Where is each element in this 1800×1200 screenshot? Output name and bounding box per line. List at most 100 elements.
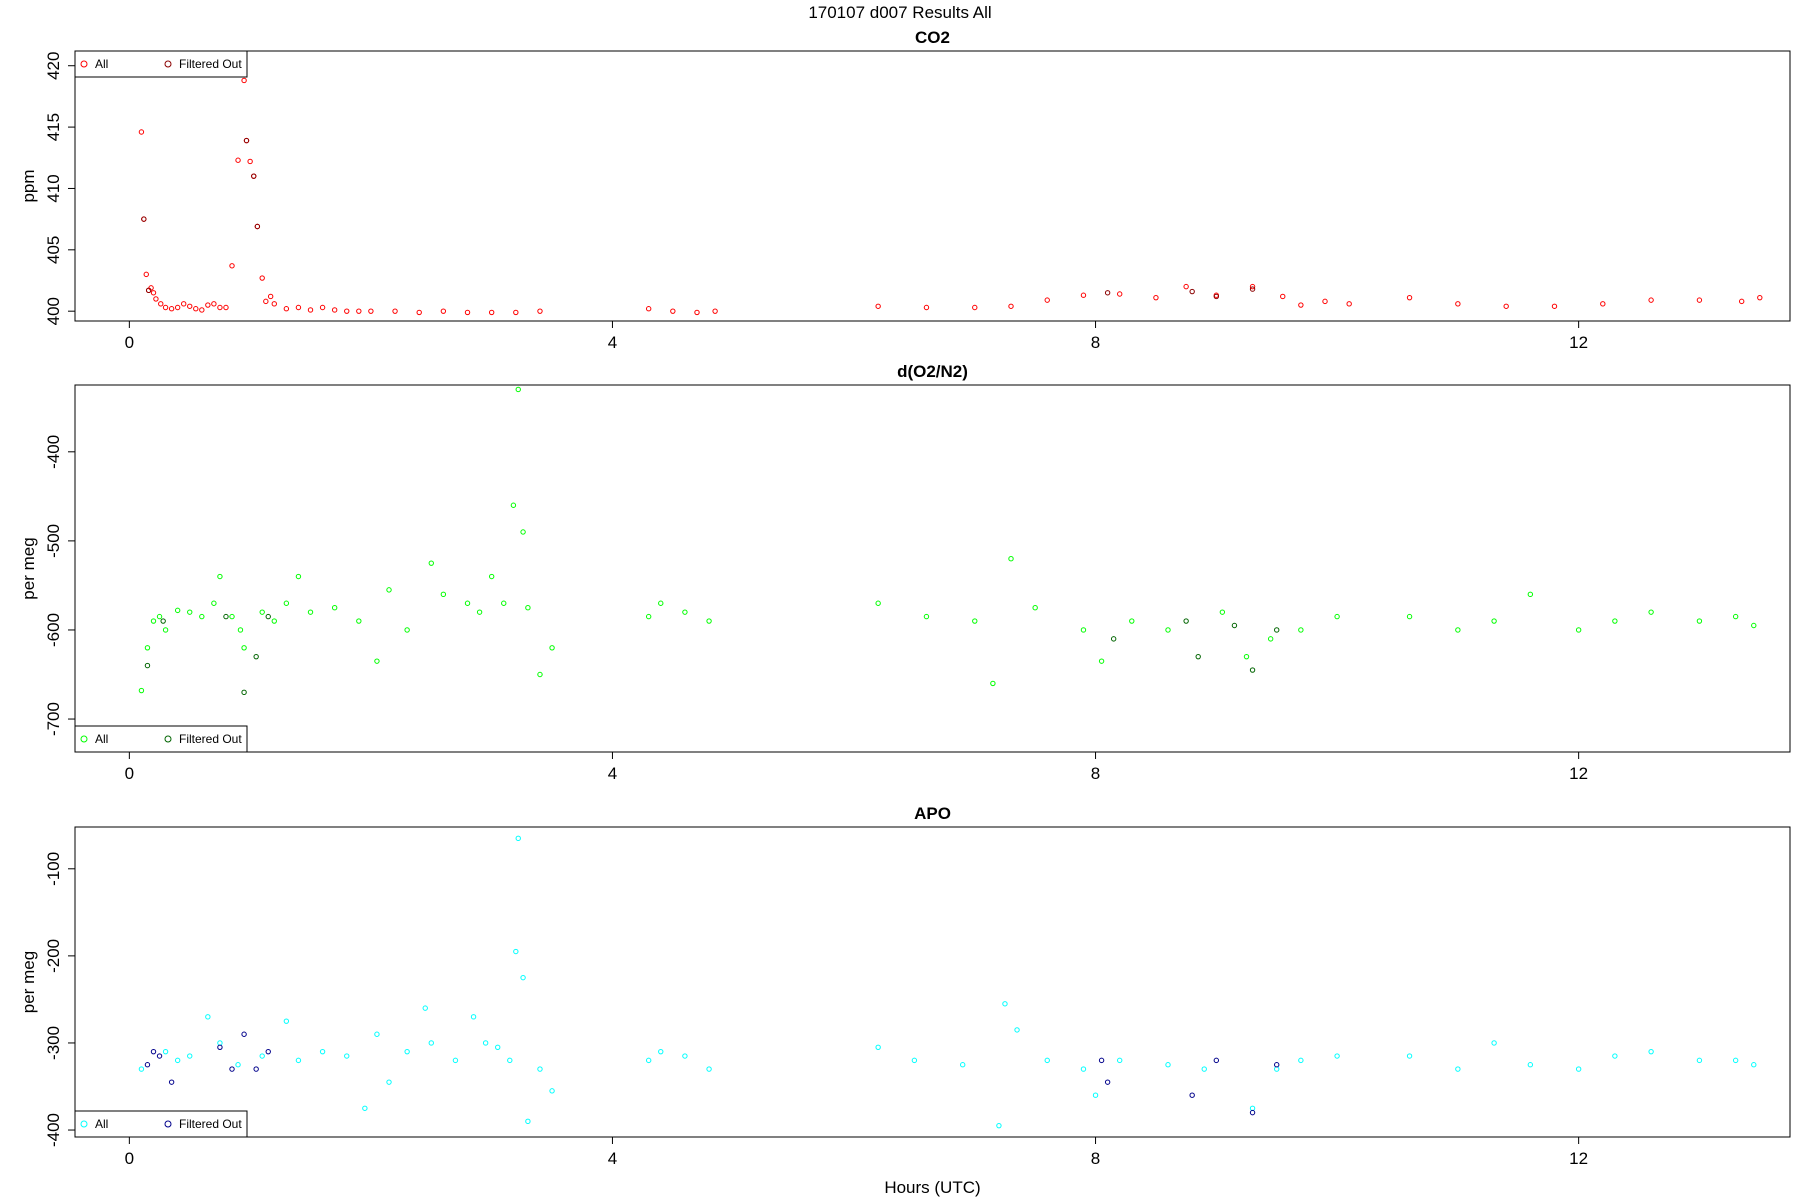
data-point <box>267 293 274 300</box>
data-point <box>1014 1027 1020 1033</box>
y-tick-label: 405 <box>44 236 63 264</box>
data-point <box>1274 627 1280 633</box>
data-point <box>265 1048 271 1055</box>
data-point <box>1334 1053 1340 1059</box>
legend-label: All <box>95 732 108 746</box>
data-point <box>1491 618 1497 624</box>
data-point <box>138 1066 145 1072</box>
x-axis-label: Hours (UTC) <box>884 1178 980 1197</box>
data-point <box>537 308 543 314</box>
panel-2: d(O2/N2) 0 4 8 12 -400 -500 -600 -700 per meg All F… <box>19 362 1791 783</box>
legend-label: All <box>95 57 108 71</box>
data-point <box>1751 622 1757 629</box>
data-point <box>229 613 235 620</box>
data-point <box>1738 298 1745 305</box>
data-point <box>1249 286 1256 292</box>
data-point <box>1696 1057 1703 1064</box>
data-point <box>237 627 244 633</box>
data-point <box>229 263 235 269</box>
data-point <box>217 573 223 580</box>
data-point <box>1274 1066 1280 1072</box>
plot-frame <box>74 826 1791 1138</box>
data-point <box>1551 303 1558 309</box>
data-point <box>404 1048 410 1055</box>
data-point <box>162 627 169 633</box>
data-point <box>1346 301 1352 307</box>
data-point <box>1249 667 1256 673</box>
data-point <box>525 1118 531 1125</box>
data-point <box>1183 618 1189 624</box>
data-point <box>356 308 362 314</box>
data-point <box>145 287 152 294</box>
data-point <box>1249 1109 1256 1116</box>
x-tick-label: 12 <box>1569 764 1588 783</box>
x-tick-label: 0 <box>125 333 134 352</box>
data-point <box>162 1048 169 1055</box>
data-point <box>217 1044 223 1051</box>
data-point <box>187 303 193 309</box>
data-point <box>513 948 519 955</box>
data-point <box>875 600 881 606</box>
data-point <box>416 309 422 316</box>
series-all <box>138 386 1757 694</box>
data-point <box>923 304 930 311</box>
series-all <box>138 835 1757 1129</box>
data-point <box>1098 658 1105 664</box>
data-point <box>1298 302 1304 308</box>
data-point <box>156 1053 163 1059</box>
data-point <box>972 618 978 624</box>
data-point <box>1406 294 1413 301</box>
data-point <box>1648 297 1654 303</box>
data-point <box>1575 1066 1582 1072</box>
x-tick-label: 0 <box>125 1149 134 1168</box>
y-tick-label: -500 <box>44 524 63 558</box>
data-point <box>911 1057 918 1064</box>
data-point <box>645 1057 652 1064</box>
legend-box <box>74 725 248 753</box>
data-point <box>271 301 277 307</box>
plot-frame <box>74 50 1791 322</box>
data-point <box>501 600 507 606</box>
data-point <box>1201 1066 1207 1072</box>
data-point <box>229 1066 235 1072</box>
data-point <box>259 1053 265 1059</box>
data-point <box>1406 1053 1413 1059</box>
data-point <box>440 308 447 314</box>
data-point <box>482 1040 489 1046</box>
x-tick-label: 4 <box>608 1149 617 1168</box>
data-point <box>247 158 253 165</box>
data-point <box>1527 1062 1534 1068</box>
data-point <box>1648 609 1654 615</box>
data-point <box>199 613 205 620</box>
y-axis-label: per meg <box>19 951 38 1013</box>
data-point <box>495 1044 501 1051</box>
y-tick-label: -200 <box>44 939 63 973</box>
data-point <box>150 618 157 624</box>
legend-box <box>74 1110 248 1138</box>
data-point <box>706 1066 712 1072</box>
data-point <box>253 653 259 660</box>
data-point <box>368 308 374 314</box>
y-axis-label: ppm <box>19 169 38 202</box>
data-point <box>386 587 392 593</box>
data-point <box>1491 1040 1497 1046</box>
data-point <box>1455 301 1461 307</box>
y-tick-label: 410 <box>44 174 63 202</box>
data-point <box>211 600 217 606</box>
data-point <box>1249 1105 1256 1111</box>
data-point <box>144 645 151 651</box>
data-point <box>428 560 434 566</box>
data-point <box>1183 283 1189 290</box>
data-point <box>307 307 314 313</box>
legend-label: All <box>95 1117 108 1131</box>
data-point <box>162 304 169 311</box>
data-point <box>1298 627 1304 633</box>
data-point <box>1044 297 1050 303</box>
data-point <box>180 301 187 307</box>
data-point <box>187 609 193 615</box>
data-point <box>259 275 265 281</box>
data-point <box>520 529 526 535</box>
data-point <box>1732 1057 1739 1064</box>
data-point <box>223 613 229 620</box>
